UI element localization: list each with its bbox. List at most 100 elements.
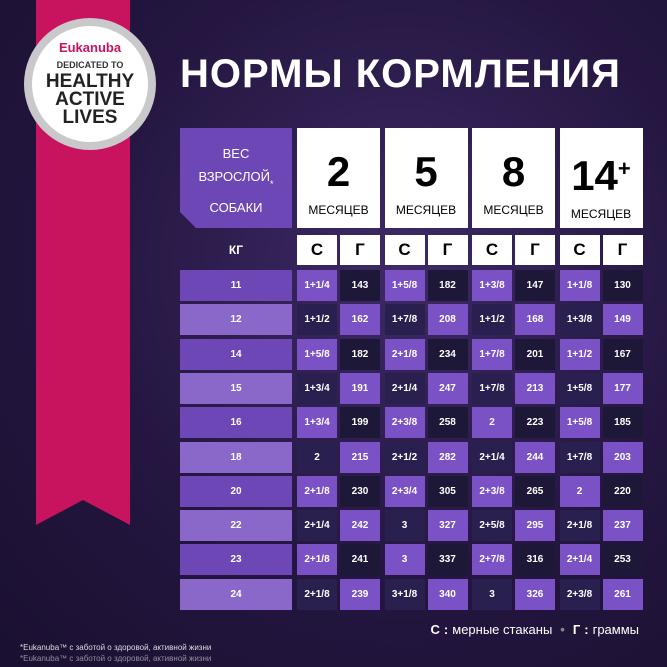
value-cell: 1+7/8 bbox=[472, 372, 512, 404]
value-cell: 185 bbox=[602, 407, 643, 439]
value-cell: 230 bbox=[340, 475, 380, 507]
value-cell: 327 bbox=[427, 510, 468, 542]
corner-label: ВЕС ВЗРОСЛОЙ* СОБАКИ bbox=[180, 142, 292, 219]
weight-cell: 14 bbox=[180, 338, 292, 370]
age-value: 14 bbox=[571, 151, 618, 199]
footnote: *Eukanuba™ с заботой о здоровой, активно… bbox=[20, 654, 212, 663]
legend: С: мерные стаканы • Г: граммы bbox=[431, 622, 639, 637]
legend-dot: • bbox=[560, 622, 565, 637]
value-cell: 241 bbox=[340, 544, 380, 576]
value-cell: 282 bbox=[427, 441, 468, 473]
value-cell: 239 bbox=[340, 578, 380, 610]
legend-key: С bbox=[430, 622, 440, 637]
value-cell: 2+1/4 bbox=[472, 441, 512, 473]
value-cell: 244 bbox=[515, 441, 555, 473]
value-cell: 182 bbox=[340, 338, 380, 370]
logo-line: ACTIVE bbox=[55, 89, 125, 110]
value-cell: 237 bbox=[602, 510, 643, 542]
legend-key: Г bbox=[572, 622, 581, 637]
value-cell: 2+1/2 bbox=[384, 441, 425, 473]
weight-cell: 15 bbox=[180, 372, 292, 404]
value-cell: 2+1/8 bbox=[297, 578, 337, 610]
weight-cell: 11 bbox=[180, 270, 292, 301]
value-cell: 2+1/4 bbox=[384, 372, 425, 404]
value-cell: 234 bbox=[427, 338, 468, 370]
value-cell: 265 bbox=[515, 475, 555, 507]
value-cell: 1+1/2 bbox=[297, 304, 337, 336]
value-cell: 2+1/8 bbox=[297, 475, 337, 507]
value-cell: 2+1/4 bbox=[559, 544, 600, 576]
sub-header: С bbox=[472, 235, 512, 265]
weight-cell: 12 bbox=[180, 304, 292, 336]
legend-text: мерные стаканы bbox=[452, 622, 553, 637]
value-cell: 3 bbox=[472, 578, 512, 610]
age-number: 8 bbox=[502, 147, 525, 197]
value-cell: 162 bbox=[340, 304, 380, 336]
value-cell: 203 bbox=[602, 441, 643, 473]
value-cell: 1+3/4 bbox=[297, 372, 337, 404]
value-cell: 1+3/8 bbox=[472, 270, 512, 301]
value-cell: 2+1/8 bbox=[559, 510, 600, 542]
value-cell: 340 bbox=[427, 578, 468, 610]
age-header: 2 МЕСЯЦЕВ bbox=[297, 128, 380, 228]
value-cell: 143 bbox=[340, 270, 380, 301]
weight-cell: 22 bbox=[180, 510, 292, 542]
value-cell: 1+3/4 bbox=[297, 407, 337, 439]
value-cell: 253 bbox=[602, 544, 643, 576]
value-cell: 2+3/4 bbox=[384, 475, 425, 507]
value-cell: 223 bbox=[515, 407, 555, 439]
value-cell: 1+3/8 bbox=[559, 304, 600, 336]
value-cell: 1+5/8 bbox=[559, 372, 600, 404]
value-cell: 149 bbox=[602, 304, 643, 336]
legend-sep: : bbox=[443, 622, 449, 637]
logo-line: LIVES bbox=[62, 107, 118, 128]
corner-line: ВЕС bbox=[222, 146, 250, 161]
legend-sep: : bbox=[584, 622, 589, 637]
footnotes: *Eukanuba™ с заботой о здоровой, активно… bbox=[20, 642, 211, 664]
title: НОРМЫ КОРМЛЕНИЯ bbox=[180, 52, 621, 96]
value-cell: 168 bbox=[515, 304, 555, 336]
value-cell: 2+3/8 bbox=[559, 578, 600, 610]
value-cell: 1+7/8 bbox=[559, 441, 600, 473]
value-cell: 3+1/8 bbox=[384, 578, 425, 610]
value-cell: 167 bbox=[602, 338, 643, 370]
value-cell: 3 bbox=[384, 544, 425, 576]
weight-cell: 24 bbox=[180, 578, 292, 610]
value-cell: 130 bbox=[602, 270, 643, 301]
age-unit: МЕСЯЦЕВ bbox=[395, 203, 457, 217]
value-cell: 2+1/8 bbox=[297, 544, 337, 576]
logo-lines: HEALTHY ACTIVE LIVES bbox=[40, 72, 140, 128]
value-cell: 201 bbox=[515, 338, 555, 370]
value-cell: 182 bbox=[427, 270, 468, 301]
age-number: 2 bbox=[327, 147, 350, 197]
value-cell: 242 bbox=[340, 510, 380, 542]
weight-unit: КГ bbox=[228, 243, 244, 257]
value-cell: 1+5/8 bbox=[297, 338, 337, 370]
value-cell: 2 bbox=[297, 441, 337, 473]
age-number: 14+ bbox=[571, 144, 631, 201]
value-cell: 215 bbox=[340, 441, 380, 473]
weight-cell: 18 bbox=[180, 441, 292, 473]
sub-header: Г bbox=[515, 235, 555, 265]
value-cell: 1+1/2 bbox=[559, 338, 600, 370]
age-value: 5 bbox=[414, 148, 438, 195]
value-cell: 208 bbox=[427, 304, 468, 336]
value-cell: 2+3/8 bbox=[472, 475, 512, 507]
age-number: 5 bbox=[414, 147, 437, 197]
value-cell: 1+1/4 bbox=[297, 270, 337, 301]
value-cell: 247 bbox=[427, 372, 468, 404]
logo-brand: Eukanuba bbox=[58, 40, 122, 55]
weight-cell: 20 bbox=[180, 475, 292, 507]
sub-header: Г bbox=[340, 235, 380, 265]
logo-tagline: DEDICATED TO bbox=[56, 60, 124, 70]
value-cell: 2+1/8 bbox=[384, 338, 425, 370]
weight-cell: 16 bbox=[180, 407, 292, 439]
age-header: 14+ МЕСЯЦЕВ bbox=[559, 128, 643, 228]
age-sup: + bbox=[617, 155, 631, 181]
legend-text: граммы bbox=[592, 622, 639, 637]
weight-cell: 23 bbox=[180, 544, 292, 576]
value-cell: 1+1/2 bbox=[472, 304, 512, 336]
age-unit: МЕСЯЦЕВ bbox=[483, 203, 544, 217]
value-cell: 316 bbox=[515, 544, 555, 576]
